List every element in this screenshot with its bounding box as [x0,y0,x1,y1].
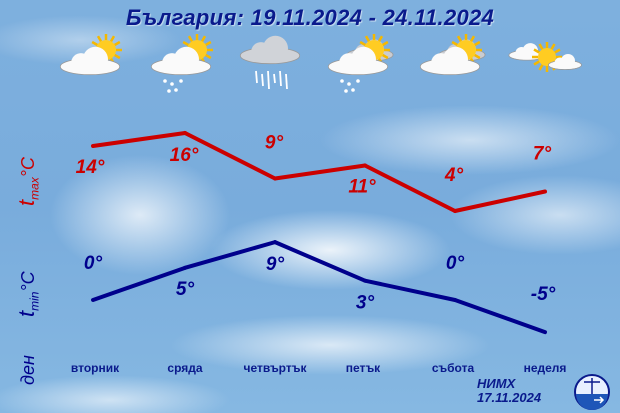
data-label: 9° [265,133,284,154]
data-label: -5° [531,284,556,305]
sun-icon [532,42,562,72]
org-name: НИМХ [477,376,516,391]
line-segment [183,240,277,270]
line-segment [453,298,547,335]
data-label: 4° [444,165,464,186]
data-label: 14° [76,157,105,178]
cloud-icon [419,46,481,76]
rain-drops-icon [340,79,360,93]
source-credit: НИМХ 17.11.2024 [477,377,541,405]
partly-cloudy-icon [59,34,122,76]
chart-title: България: 19.11.2024 - 24.11.2024 [125,5,495,30]
mostly-cloudy-icon [419,34,486,76]
line-segment [273,240,367,283]
line-segment [183,131,277,181]
tmax-axis-label: tmax°C [14,157,42,206]
line-segment [273,163,367,181]
cloud-icon [548,54,582,70]
mostly-cloudy-showers-icon [327,34,394,93]
line-segment [91,265,187,302]
line-segment [91,131,187,148]
line-segment [453,189,547,213]
day-label: петък [345,361,381,375]
data-label: 16° [170,145,199,166]
line-segment [363,278,457,302]
day-label: неделя [523,361,567,375]
day-axis-label: ден [18,355,38,385]
nimh-logo [574,374,610,410]
rain-icon [255,70,288,90]
cloud-icon [239,35,301,65]
day-label: вторник [70,361,120,375]
cloudy-rain-icon [239,35,301,90]
weather-icons [59,34,582,93]
cloud-icon [59,46,121,76]
sunny-intervals-icon [508,42,582,72]
issue-date: 17.11.2024 [477,390,542,405]
cloud-icon [150,46,212,76]
data-label: 3° [356,293,375,314]
day-label: сряда [167,361,203,375]
data-label: 0° [446,253,465,274]
cloud-icon [327,46,389,76]
rain-drops-icon [163,79,183,93]
data-label: 5° [176,279,195,300]
data-label: 9° [266,254,285,275]
data-label: 0° [84,253,103,274]
tmin-axis-label: tmin°C [14,271,42,317]
line-segment [363,163,457,213]
data-label: 7° [533,144,552,165]
data-label: 11° [348,177,376,198]
day-label: събота [431,361,475,375]
partly-cloudy-showers-icon [150,34,213,93]
day-label: четвъртък [243,361,307,375]
